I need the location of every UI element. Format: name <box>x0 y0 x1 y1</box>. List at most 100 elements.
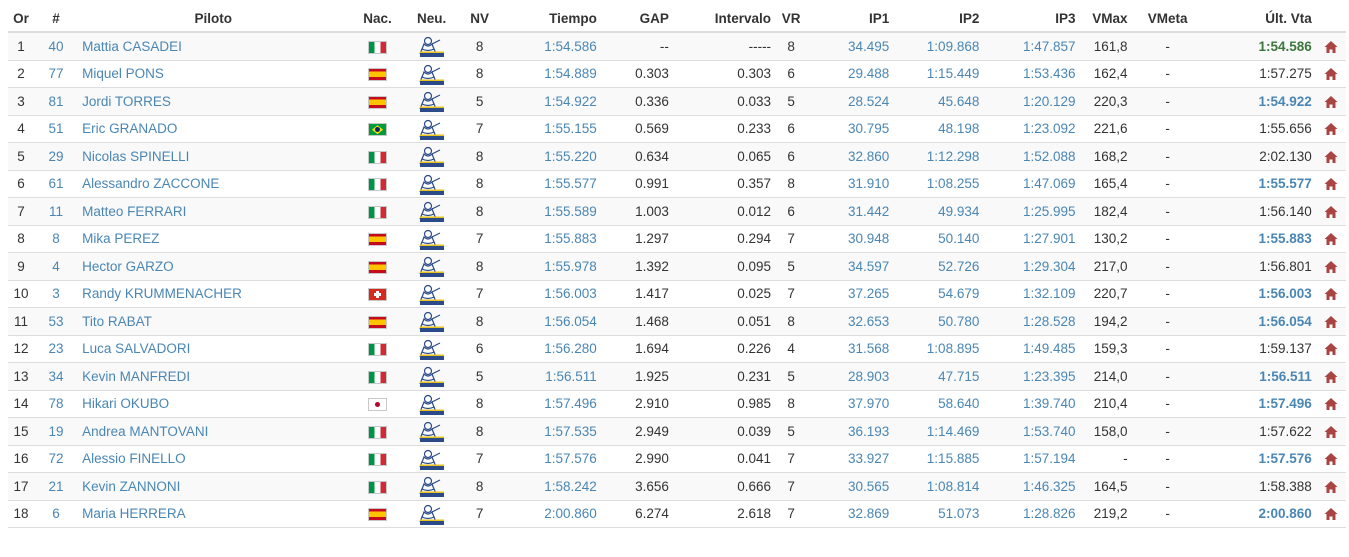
home-button[interactable] <box>1315 445 1346 473</box>
table-row[interactable]: 12 23 Luca SALVADORI 6 1:56.280 1.694 0.226 4 31… <box>8 335 1346 363</box>
ip2-link[interactable]: 1:08.814 <box>893 472 984 501</box>
table-row[interactable]: 4 51 Eric GRANADO 7 1:55.155 0.569 0.233 6 30.79… <box>8 115 1346 143</box>
table-row[interactable]: 7 11 Matteo FERRARI 8 1:55.589 1.003 0.012 6 31.… <box>8 197 1346 226</box>
ip2-link[interactable]: 52.726 <box>893 252 984 281</box>
home-icon[interactable] <box>1324 260 1338 274</box>
ip3-link[interactable]: 1:28.826 <box>983 500 1080 528</box>
rider-name-link[interactable]: Hector GARZO <box>78 252 349 281</box>
table-row[interactable]: 11 53 Tito RABAT 8 1:56.054 1.468 0.051 8 32.653… <box>8 307 1346 336</box>
ip2-link[interactable]: 47.715 <box>893 362 984 391</box>
table-row[interactable]: 9 4 Hector GARZO 8 1:55.978 1.392 0.095 5 34.597… <box>8 252 1346 281</box>
ip1-link[interactable]: 31.568 <box>807 335 894 363</box>
rider-name-link[interactable]: Kevin MANFREDI <box>78 362 349 391</box>
rider-name-link[interactable]: Matteo FERRARI <box>78 197 349 226</box>
ip3-link[interactable]: 1:32.109 <box>983 280 1080 308</box>
best-time-link[interactable]: 1:55.978 <box>502 252 601 281</box>
ip2-link[interactable]: 1:15.885 <box>893 445 984 473</box>
rider-number-link[interactable]: 77 <box>34 60 79 88</box>
ip1-link[interactable]: 31.910 <box>807 170 894 198</box>
rider-name-link[interactable]: Miquel PONS <box>78 60 349 88</box>
table-row[interactable]: 17 21 Kevin ZANNONI 8 1:58.242 3.656 0.666 7 30.… <box>8 472 1346 501</box>
ip1-link[interactable]: 28.903 <box>807 362 894 391</box>
home-button[interactable] <box>1315 252 1346 281</box>
ip3-link[interactable]: 1:39.740 <box>983 390 1080 418</box>
home-icon[interactable] <box>1324 122 1338 136</box>
ip3-link[interactable]: 1:57.194 <box>983 445 1080 473</box>
ip3-link[interactable]: 1:53.740 <box>983 417 1080 446</box>
best-time-link[interactable]: 1:54.922 <box>502 87 601 116</box>
home-button[interactable] <box>1315 225 1346 253</box>
ip3-link[interactable]: 1:20.129 <box>983 87 1080 116</box>
rider-number-link[interactable]: 21 <box>34 472 79 501</box>
ip1-link[interactable]: 31.442 <box>807 197 894 226</box>
table-row[interactable]: 6 61 Alessandro ZACCONE 8 1:55.577 0.991 0.357… <box>8 170 1346 198</box>
home-icon[interactable] <box>1324 177 1338 191</box>
rider-name-link[interactable]: Tito RABAT <box>78 307 349 336</box>
home-icon[interactable] <box>1324 507 1338 521</box>
ip3-link[interactable]: 1:23.395 <box>983 362 1080 391</box>
ip1-link[interactable]: 34.597 <box>807 252 894 281</box>
table-row[interactable]: 8 8 Mika PEREZ 7 1:55.883 1.297 0.294 7 30.948 50… <box>8 225 1346 253</box>
best-time-link[interactable]: 1:55.220 <box>502 142 601 171</box>
home-icon[interactable] <box>1324 287 1338 301</box>
rider-name-link[interactable]: Randy KRUMMENACHER <box>78 280 349 308</box>
rider-number-link[interactable]: 78 <box>34 390 79 418</box>
home-icon[interactable] <box>1324 342 1338 356</box>
ip3-link[interactable]: 1:28.528 <box>983 307 1080 336</box>
rider-number-link[interactable]: 4 <box>34 252 79 281</box>
ip1-link[interactable]: 37.265 <box>807 280 894 308</box>
home-icon[interactable] <box>1324 370 1338 384</box>
rider-name-link[interactable]: Mattia CASADEI <box>78 32 349 61</box>
ip1-link[interactable]: 32.860 <box>807 142 894 171</box>
table-row[interactable]: 13 34 Kevin MANFREDI 5 1:56.511 1.925 0.231 5 28… <box>8 362 1346 391</box>
best-time-link[interactable]: 1:56.280 <box>502 335 601 363</box>
ip3-link[interactable]: 1:52.088 <box>983 142 1080 171</box>
rider-number-link[interactable]: 6 <box>34 500 79 528</box>
rider-number-link[interactable]: 19 <box>34 417 79 446</box>
home-button[interactable] <box>1315 170 1346 198</box>
home-icon[interactable] <box>1324 232 1338 246</box>
best-time-link[interactable]: 1:57.496 <box>502 390 601 418</box>
table-row[interactable]: 18 6 Maria HERRERA 7 2:00.860 6.274 2.618 7 32.8… <box>8 500 1346 528</box>
ip2-link[interactable]: 1:14.469 <box>893 417 984 446</box>
rider-name-link[interactable]: Andrea MANTOVANI <box>78 417 349 446</box>
home-button[interactable] <box>1315 417 1346 446</box>
rider-number-link[interactable]: 34 <box>34 362 79 391</box>
home-button[interactable] <box>1315 87 1346 116</box>
ip2-link[interactable]: 58.640 <box>893 390 984 418</box>
rider-name-link[interactable]: Eric GRANADO <box>78 115 349 143</box>
rider-number-link[interactable]: 81 <box>34 87 79 116</box>
rider-name-link[interactable]: Luca SALVADORI <box>78 335 349 363</box>
home-icon[interactable] <box>1324 205 1338 219</box>
ip1-link[interactable]: 34.495 <box>807 32 894 61</box>
home-icon[interactable] <box>1324 425 1338 439</box>
rider-number-link[interactable]: 23 <box>34 335 79 363</box>
ip1-link[interactable]: 28.524 <box>807 87 894 116</box>
ip3-link[interactable]: 1:47.857 <box>983 32 1080 61</box>
best-time-link[interactable]: 1:57.576 <box>502 445 601 473</box>
rider-number-link[interactable]: 29 <box>34 142 79 171</box>
home-icon[interactable] <box>1324 452 1338 466</box>
table-row[interactable]: 2 77 Miquel PONS 8 1:54.889 0.303 0.303 6 29.488… <box>8 60 1346 88</box>
home-icon[interactable] <box>1324 95 1338 109</box>
ip1-link[interactable]: 37.970 <box>807 390 894 418</box>
rider-name-link[interactable]: Jordi TORRES <box>78 87 349 116</box>
ip1-link[interactable]: 30.565 <box>807 472 894 501</box>
table-row[interactable]: 3 81 Jordi TORRES 5 1:54.922 0.336 0.033 5 28.52… <box>8 87 1346 116</box>
ip2-link[interactable]: 1:15.449 <box>893 60 984 88</box>
best-time-link[interactable]: 1:57.535 <box>502 417 601 446</box>
rider-name-link[interactable]: Mika PEREZ <box>78 225 349 253</box>
ip1-link[interactable]: 29.488 <box>807 60 894 88</box>
ip1-link[interactable]: 32.869 <box>807 500 894 528</box>
home-icon[interactable] <box>1324 397 1338 411</box>
home-button[interactable] <box>1315 335 1346 363</box>
home-button[interactable] <box>1315 280 1346 308</box>
ip2-link[interactable]: 54.679 <box>893 280 984 308</box>
home-icon[interactable] <box>1324 315 1338 329</box>
rider-number-link[interactable]: 11 <box>34 197 79 226</box>
rider-name-link[interactable]: Nicolas SPINELLI <box>78 142 349 171</box>
table-row[interactable]: 16 72 Alessio FINELLO 7 1:57.576 2.990 0.041 7 3… <box>8 445 1346 473</box>
ip3-link[interactable]: 1:25.995 <box>983 197 1080 226</box>
ip1-link[interactable]: 36.193 <box>807 417 894 446</box>
home-button[interactable] <box>1315 60 1346 88</box>
